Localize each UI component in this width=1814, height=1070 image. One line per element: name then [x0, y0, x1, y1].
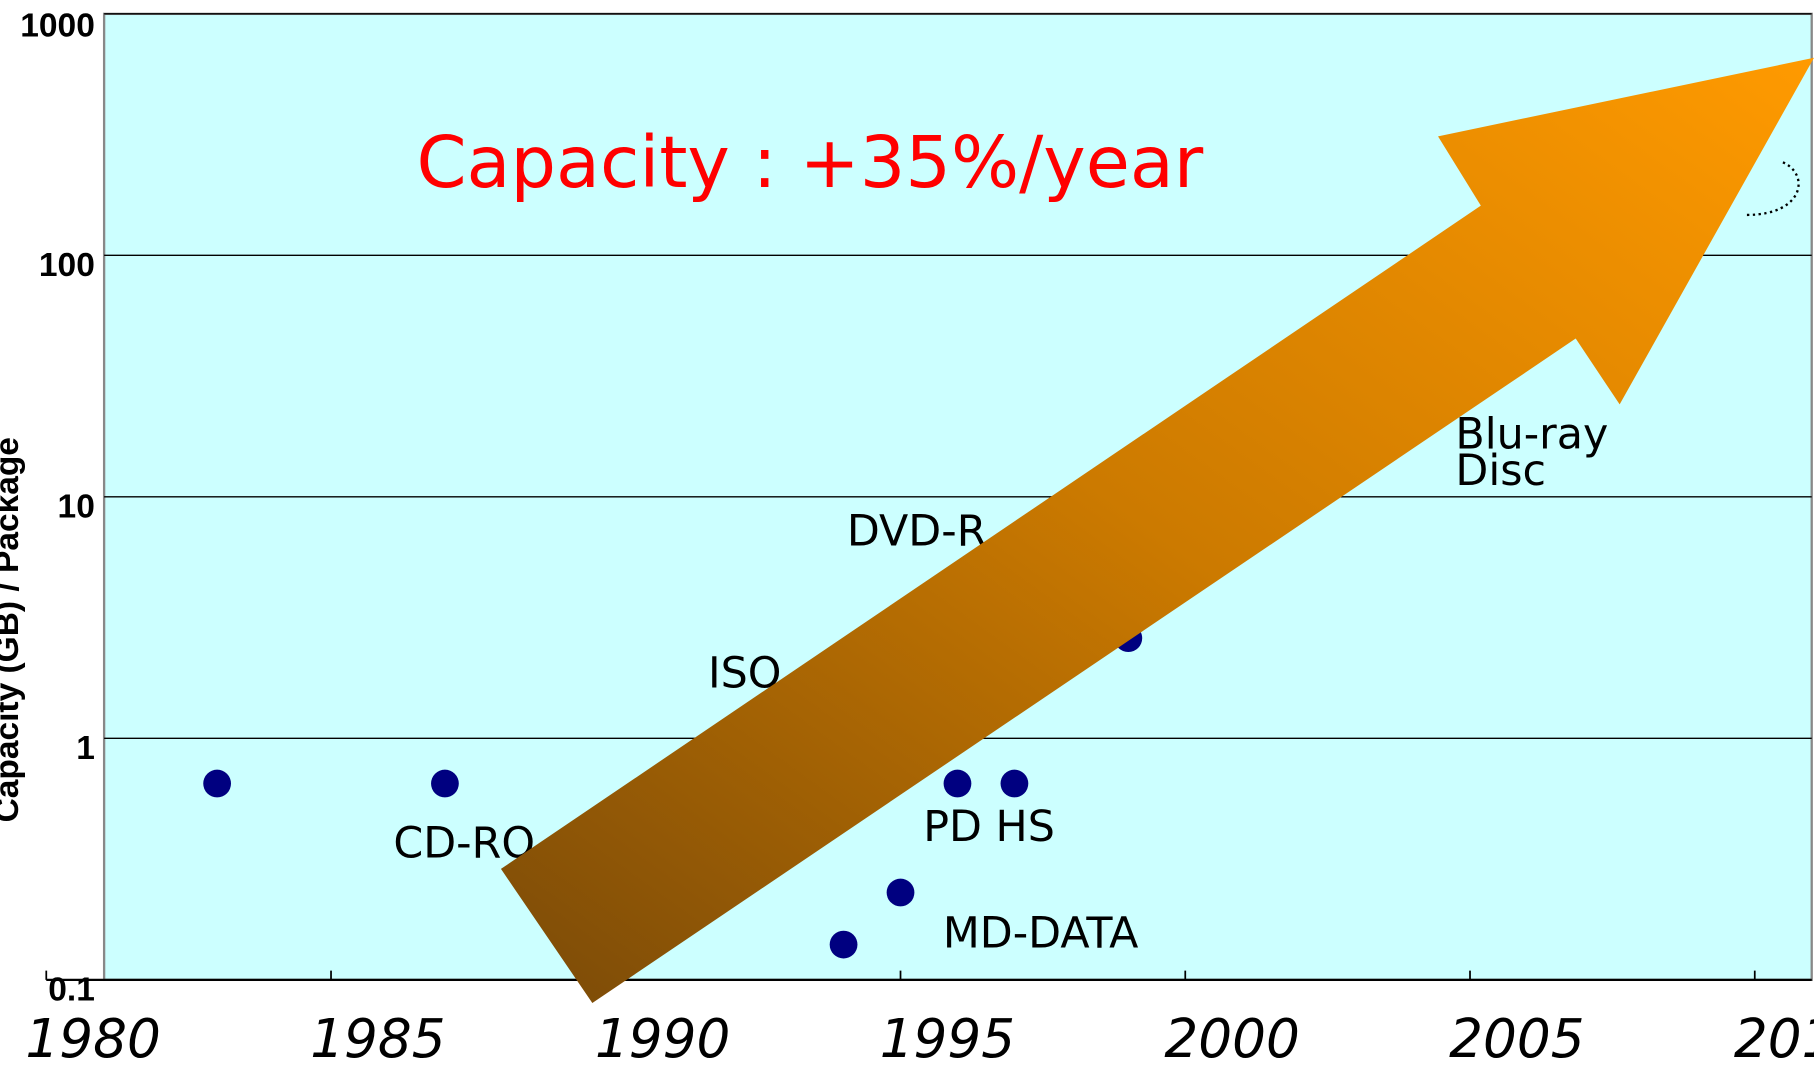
data-point — [829, 930, 858, 959]
annotation: MD-DATA — [943, 908, 1139, 958]
data-point — [1000, 769, 1029, 798]
annotation: Blu-ray — [1455, 409, 1608, 459]
y-tick-label: 0.1 — [48, 971, 95, 1008]
plot-root: 0.1 1 10 100 1000 1980 1985 1990 1995 2000 2005 201… — [0, 8, 1814, 1070]
annotation: Disc — [1455, 446, 1546, 496]
x-tick-label: 2000 — [1164, 1008, 1299, 1070]
x-tick-label: 1980 — [25, 1008, 160, 1070]
y-tick-label: 100 — [39, 247, 95, 284]
x-tick-label: 2010 — [1734, 1008, 1814, 1070]
headline: Capacity : +35%/year — [416, 120, 1203, 204]
x-tick-label: 1985 — [310, 1008, 445, 1070]
y-tick-label: 10 — [58, 488, 95, 525]
y-tick-label: 1 — [76, 730, 95, 767]
annotation: DVD-R — [847, 506, 987, 556]
data-point — [431, 769, 459, 798]
x-tick-label: 1990 — [595, 1008, 730, 1070]
trend-arrow — [500, 57, 1814, 1003]
data-point — [886, 878, 915, 907]
y-tick-label: 1000 — [20, 8, 95, 45]
x-tick-label: 1995 — [880, 1008, 1015, 1070]
annotation: CD-RO — [393, 818, 535, 868]
annotation: PD HS — [923, 802, 1055, 852]
y-axis-label: Capacity (GB) / Package — [0, 437, 26, 822]
x-tick-label: 2005 — [1449, 1008, 1584, 1070]
data-point — [203, 769, 232, 798]
data-point — [943, 769, 972, 798]
